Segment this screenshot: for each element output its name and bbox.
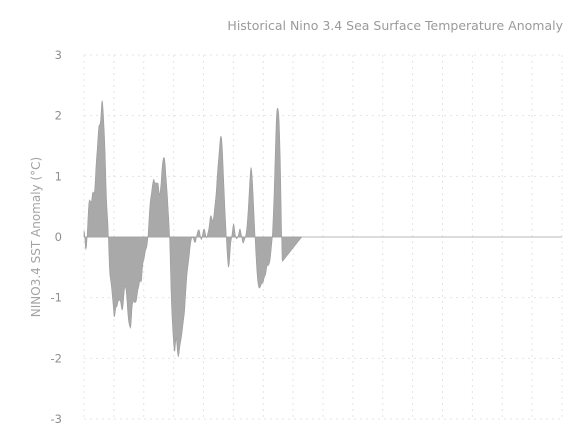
anomaly-areas xyxy=(83,100,303,358)
y-tick-label: 0 xyxy=(55,230,62,244)
y-tick-label: 1 xyxy=(55,169,62,183)
y-tick-label: 2 xyxy=(55,109,62,123)
y-tick-label: -1 xyxy=(51,291,62,305)
y-axis-label: NINO3.4 SST Anomaly (°C) xyxy=(29,157,43,317)
chart-title: Historical Nino 3.4 Sea Surface Temperat… xyxy=(227,18,563,33)
y-tick-label: -3 xyxy=(51,412,62,426)
y-axis-ticks: -3 -2 -1 0 1 2 3 xyxy=(51,48,62,426)
y-tick-label: 3 xyxy=(55,48,62,62)
series-area xyxy=(83,100,303,358)
y-tick-label: -2 xyxy=(51,351,62,365)
